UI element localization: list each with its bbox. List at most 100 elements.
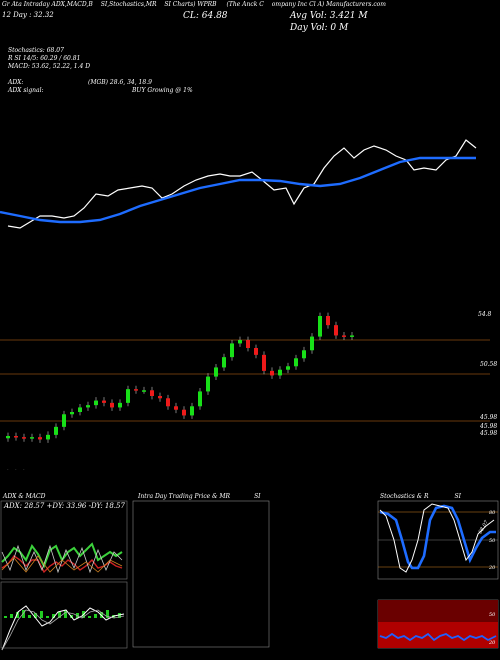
candle-body — [238, 340, 242, 344]
price-label-top: 54.8 — [478, 311, 492, 318]
macd-value: MACD: 53.62, 52.22, 1.4 D — [8, 63, 91, 70]
candle-body — [310, 336, 314, 351]
candle-body — [214, 367, 218, 377]
candle-body — [110, 402, 114, 408]
candlesticks — [6, 312, 354, 443]
macd-histogram-bar — [40, 611, 43, 618]
candle-body — [302, 350, 306, 359]
candle-body — [350, 335, 354, 337]
candle-body — [158, 396, 162, 399]
macd-histogram-bar — [4, 616, 7, 618]
macd-histogram-bar — [58, 612, 61, 618]
candle-body — [262, 354, 266, 371]
macd-histogram-bar — [28, 615, 31, 618]
candle-body — [30, 437, 34, 439]
macd-line — [1, 605, 125, 651]
rsi-level-20: 20 — [488, 640, 496, 646]
macd-histogram-bar — [16, 612, 19, 618]
candle-body — [94, 400, 98, 406]
macd-histogram-bar — [52, 614, 55, 618]
candle-body — [126, 389, 130, 403]
macd-histogram-bar — [118, 613, 121, 618]
candle-body — [62, 414, 66, 427]
candle-body — [182, 409, 186, 416]
macd-histogram-bar — [22, 610, 25, 618]
rsi-level-50: 50 — [489, 612, 496, 618]
candle-body — [230, 343, 234, 358]
panel2-title: Intra Day Trading Price & MR SI — [138, 493, 261, 500]
adx-line — [1, 544, 123, 574]
adx-orange-line — [1, 555, 123, 573]
candle-body — [86, 405, 90, 408]
candle-body — [70, 412, 74, 415]
adx-label: ADX: — [8, 79, 24, 86]
stochastics-d-line — [379, 504, 496, 570]
price-label-low2: 45.98 — [480, 423, 498, 430]
buy-signal: BUY Growing @ 1% — [132, 87, 193, 94]
main-chart: 26 Apr29 Apr30 Apr01 May02 May03 May06 M… — [0, 139, 490, 470]
candle-body — [54, 426, 58, 435]
candle-body — [174, 406, 178, 410]
adx-signal-label: ADX signal: — [8, 87, 44, 94]
macd-signal-line — [1, 609, 125, 651]
macd-histogram-bar — [94, 614, 97, 618]
candle-body — [14, 436, 18, 438]
stoch-level-80: 80 — [489, 510, 496, 516]
adx-minus-line — [1, 555, 123, 574]
macd-histogram-bar — [34, 613, 37, 618]
price-label-low3: 45.98 — [480, 430, 498, 437]
candle-body — [198, 391, 202, 407]
candle-body — [38, 437, 42, 440]
candle-body — [190, 406, 194, 416]
adx-panel-values: ADX: 28.57 +DY: 33.96 -DY: 18.57 — [3, 502, 125, 510]
macd-histogram-bar — [64, 610, 67, 618]
candle-body — [318, 316, 322, 337]
stoch-level-50: 50 — [489, 538, 496, 544]
day-volume: Day Vol: 0 M — [290, 23, 349, 33]
panel1-title: ADX & MACD — [3, 493, 46, 500]
candle-body — [294, 358, 298, 367]
price-label-low1: 45.98 — [480, 414, 498, 421]
candle-body — [326, 316, 330, 326]
stoch-level-20: 20 — [488, 565, 496, 571]
candle-body — [246, 340, 250, 348]
candle-body — [278, 369, 282, 376]
macd-histogram-bar — [106, 610, 109, 618]
macd-histogram-bar — [88, 616, 91, 618]
candle-body — [142, 390, 146, 392]
candle-body — [270, 370, 274, 376]
candle-body — [78, 407, 82, 412]
candle-body — [286, 366, 290, 370]
adx-panel — [0, 500, 128, 580]
stochastics-value: Stochastics: 68.07 — [8, 47, 64, 54]
candle-body — [150, 390, 154, 396]
candle-body — [166, 398, 170, 407]
price-label-mid: 50.58 — [480, 361, 498, 368]
macd-histogram-bar — [10, 614, 13, 618]
header-line1: Gr Ata Intraday ADX,MACD,B SI,Stochastic… — [2, 1, 386, 8]
candle-body — [334, 325, 338, 336]
candle-body — [134, 389, 138, 391]
stochastics-k-line — [379, 503, 495, 573]
rsi-upper-zone — [378, 600, 498, 622]
rsi-line — [379, 632, 497, 642]
candle-body — [206, 376, 210, 392]
avg-volume: Avg Vol: 3.421 M — [290, 11, 368, 21]
header-day-value: 12 Day : 32.32 — [2, 11, 54, 19]
candle-body — [6, 436, 10, 439]
adx-values: (MGB) 28.6, 34, 18.9 — [88, 79, 152, 86]
candle-body — [46, 434, 50, 440]
candle-body — [222, 357, 226, 368]
candle-body — [254, 348, 258, 355]
macd-histogram-bar — [46, 616, 49, 618]
rsi-red-zone — [378, 622, 498, 648]
candle-body — [118, 402, 122, 408]
candle-body — [102, 400, 106, 403]
candle-body — [22, 437, 26, 439]
candle-body — [342, 335, 346, 337]
rsi-value: R SI 14/5: 60.29 / 60.81 — [8, 55, 81, 62]
moving-average-line — [0, 156, 476, 224]
price-line — [7, 139, 477, 229]
header-close: CL: 64.88 — [183, 11, 228, 21]
